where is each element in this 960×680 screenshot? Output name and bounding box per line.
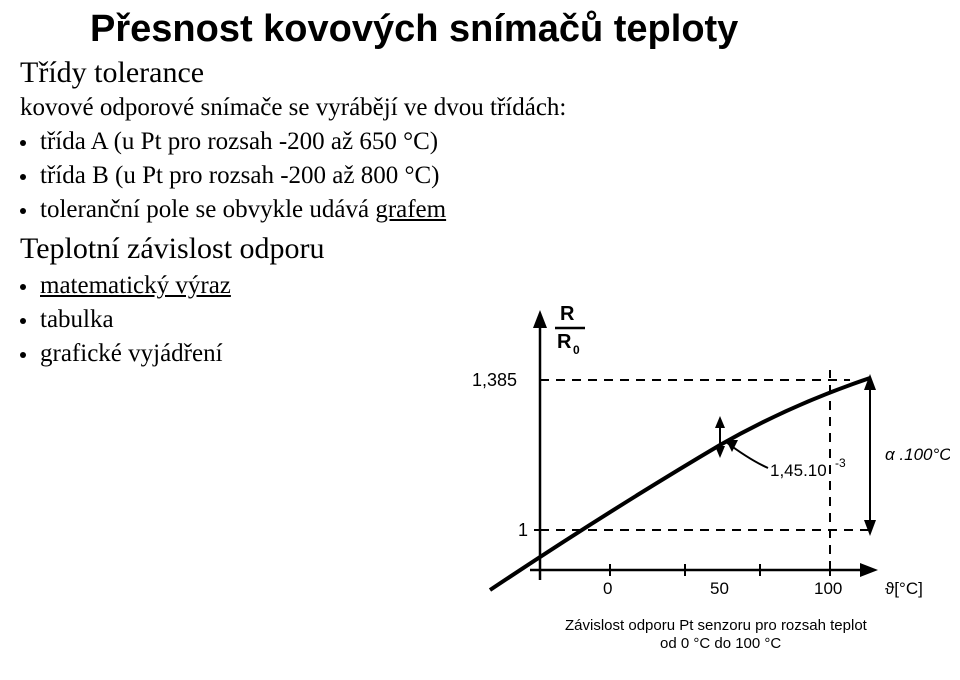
x-tick-1: 50 — [710, 579, 729, 598]
bullet-text-prefix: toleranční pole se obvykle udává — [40, 196, 375, 223]
bullet-link-grafem: grafem — [375, 196, 446, 223]
y-label-sub: 0 — [573, 343, 580, 357]
bullet-text: třída B (u Pt pro rozsah -200 až 800 °C) — [40, 162, 440, 190]
y-tick-lo: 1 — [518, 520, 528, 540]
bullet-row: toleranční pole se obvykle udává grafem — [20, 196, 446, 224]
bullet-text: tabulka — [40, 306, 114, 334]
annot-mid: 1,45.10 — [770, 461, 827, 480]
bullet-dot — [20, 318, 26, 324]
y-label-denom: R — [557, 331, 572, 353]
x-tick-0: 0 — [603, 579, 612, 598]
annot-mid-sup: -3 — [835, 456, 846, 470]
bullet-link-math-expr: matematický výraz — [40, 272, 231, 300]
chart-svg: R R 0 1,385 1 α .100°C 0 50 100 ϑ[°C] — [430, 270, 950, 670]
bullet-row: grafické vyjádření — [20, 340, 223, 368]
y-tick-hi: 1,385 — [472, 370, 517, 390]
bullet-dot — [20, 208, 26, 214]
x-tick-2: 100 — [814, 579, 842, 598]
bullet-dot — [20, 352, 26, 358]
page-title: Přesnost kovových snímačů teploty — [90, 8, 738, 51]
bullet-row: třída B (u Pt pro rozsah -200 až 800 °C) — [20, 162, 440, 190]
right-label: α .100°C — [885, 445, 950, 464]
bullet-row: matematický výraz — [20, 272, 231, 300]
y-label-numer: R — [560, 303, 575, 325]
intro-line: kovové odporové snímače se vyrábějí ve d… — [20, 94, 566, 122]
bullet-row: tabulka — [20, 306, 114, 334]
bullet-row: třída A (u Pt pro rozsah -200 až 650 °C) — [20, 128, 438, 156]
bullet-text: toleranční pole se obvykle udává grafem — [40, 196, 446, 224]
heading-tolerance-classes: Třídy tolerance — [20, 56, 204, 90]
bullet-dot — [20, 284, 26, 290]
x-axis-label: ϑ[°C] — [885, 579, 923, 598]
chart-caption-l1: Závislost odporu Pt senzoru pro rozsah t… — [565, 617, 868, 634]
bullet-text: grafické vyjádření — [40, 340, 223, 368]
heading-temp-dependence: Teplotní závislost odporu — [20, 232, 325, 266]
bullet-dot — [20, 140, 26, 146]
bullet-dot — [20, 174, 26, 180]
chart-resistance-vs-temperature: R R 0 1,385 1 α .100°C 0 50 100 ϑ[°C] — [430, 270, 950, 670]
chart-caption-l2: od 0 °C do 100 °C — [660, 635, 781, 652]
bullet-text: třída A (u Pt pro rozsah -200 až 650 °C) — [40, 128, 438, 156]
